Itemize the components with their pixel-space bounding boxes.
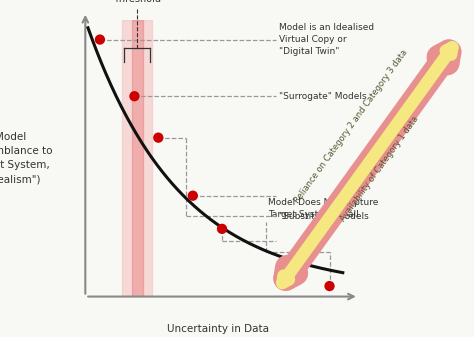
Text: Reliance on Category 2 and Category 3 data: Reliance on Category 2 and Category 3 da… (292, 48, 409, 205)
Text: Model
Resemblance to
Target System,
("Realism"): Model Resemblance to Target System, ("Re… (0, 132, 53, 184)
Bar (122, 20, 152, 297)
Point (131, 94, 138, 99)
Text: "Surrogate" Models: "Surrogate" Models (279, 92, 367, 101)
Text: Availability of Category 1 data: Availability of Category 1 data (338, 114, 420, 223)
Point (326, 283, 333, 289)
Bar (131, 20, 143, 297)
Text: Model is an Idealised
Virtual Copy or
"Digital Twin": Model is an Idealised Virtual Copy or "D… (279, 23, 374, 56)
Text: Credibility
Threshold: Credibility Threshold (112, 0, 162, 4)
Point (189, 193, 197, 198)
Text: Model Does Not Capture
Target System At all: Model Does Not Capture Target System At … (268, 198, 379, 219)
Text: "Substitute" Models: "Substitute" Models (279, 212, 369, 221)
Point (96, 37, 104, 42)
Point (218, 226, 226, 232)
Text: Uncertainty in Data: Uncertainty in Data (167, 324, 269, 334)
Point (155, 135, 162, 141)
